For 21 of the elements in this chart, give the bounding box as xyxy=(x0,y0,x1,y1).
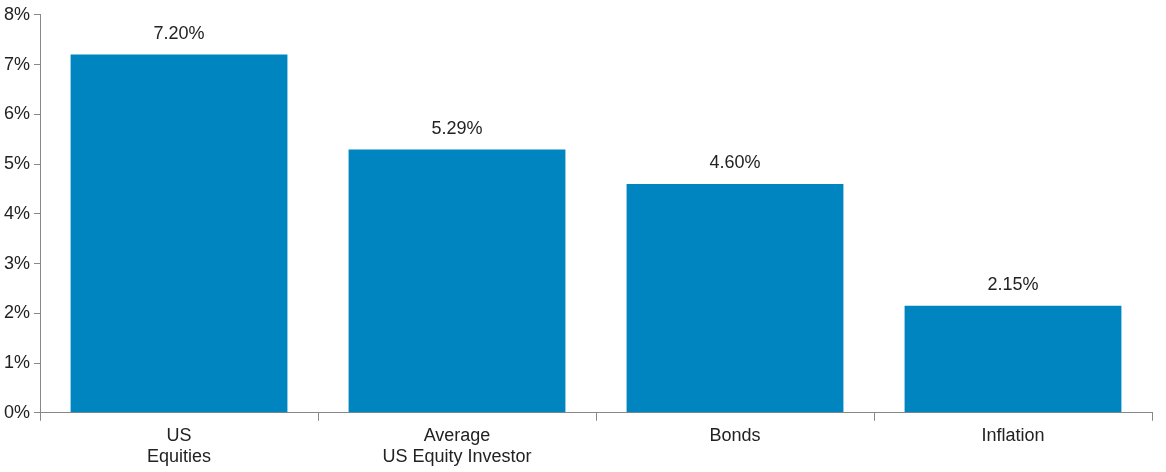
y-tick-label: 7% xyxy=(4,53,31,74)
y-tick-label: 0% xyxy=(4,401,31,422)
bar xyxy=(904,305,1122,413)
y-tick-label: 6% xyxy=(4,103,31,124)
y-tick-label: 2% xyxy=(4,302,31,323)
data-label: 2.15% xyxy=(987,273,1039,294)
data-label: 7.20% xyxy=(153,22,205,43)
x-tick-label: Bonds xyxy=(709,424,761,445)
y-tick-label: 5% xyxy=(4,153,31,174)
data-label: 5.29% xyxy=(431,117,483,138)
data-label: 4.60% xyxy=(709,151,761,172)
y-tick-label: 8% xyxy=(4,3,31,24)
y-tick-label: 3% xyxy=(4,252,31,273)
bar xyxy=(70,54,288,413)
bar xyxy=(348,149,566,413)
y-tick-label: 1% xyxy=(4,352,31,373)
y-tick-label: 4% xyxy=(4,202,31,223)
x-tick-label: Average US Equity Investor xyxy=(382,424,532,467)
x-tick-label: US Equities xyxy=(146,424,212,467)
bar xyxy=(626,183,844,413)
x-tick-label: Inflation xyxy=(981,424,1045,445)
